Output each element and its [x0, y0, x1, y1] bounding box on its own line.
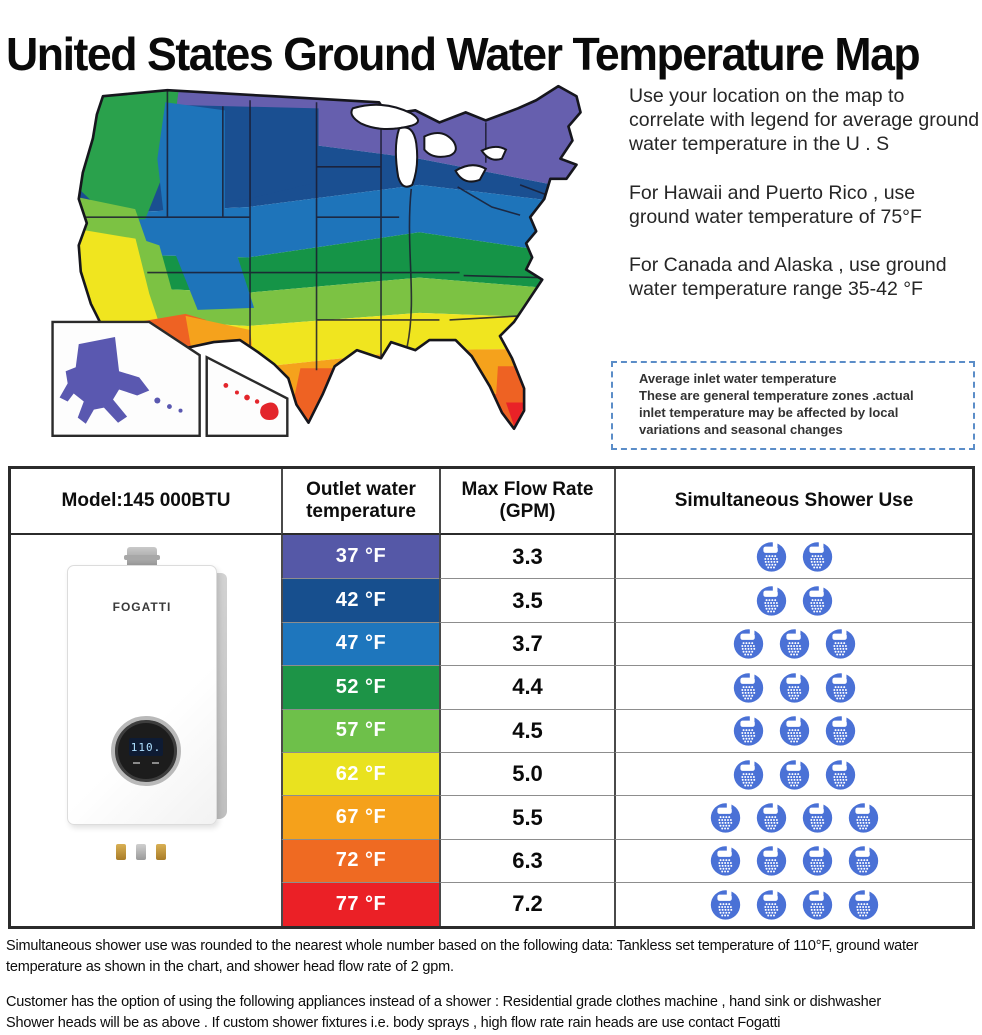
- temperature-cell: 72 °F: [281, 838, 439, 883]
- shower-icon: [733, 757, 763, 790]
- header-model: Model:145 000BTU: [11, 469, 281, 535]
- footnote-appliances: Customer has the option of using the fol…: [6, 993, 881, 1010]
- footnotes: Simultaneous shower use was rounded to t…: [6, 936, 978, 1035]
- hawaii-inset: [205, 355, 289, 437]
- shower-count-cell: [614, 838, 972, 883]
- heater-pipes: [116, 844, 166, 860]
- us-ground-water-temperature-map: [16, 66, 606, 464]
- shower-icon: [733, 627, 763, 660]
- flow-rate-cell: 4.5: [439, 708, 614, 752]
- shower-count-cell: [614, 795, 972, 839]
- flow-rate-cell: 6.3: [439, 838, 614, 883]
- alaska-inset: [51, 320, 201, 437]
- shower-count-cell: [614, 535, 972, 579]
- shower-icon: [756, 844, 786, 877]
- shower-icon: [779, 757, 809, 790]
- temperature-cell: 62 °F: [281, 751, 439, 796]
- flow-rate-cell: 3.3: [439, 535, 614, 579]
- shower-count-cell: [614, 882, 972, 926]
- shower-icon: [848, 844, 878, 877]
- great-lakes: [350, 103, 508, 188]
- flow-rate-cell: 5.0: [439, 751, 614, 796]
- us-map-svg: [51, 84, 582, 437]
- heater-lcd-value: 110.: [129, 738, 163, 756]
- temperature-cell: 52 °F: [281, 665, 439, 709]
- shower-icon: [756, 539, 786, 572]
- callout-body: These are general temperature zones .act…: [639, 387, 914, 437]
- shower-count-cell: [614, 708, 972, 752]
- shower-icon: [756, 583, 786, 616]
- shower-icon: [802, 800, 832, 833]
- temperature-cell: 57 °F: [281, 708, 439, 752]
- header-max-flow-rate: Max Flow Rate (GPM): [439, 469, 614, 535]
- shower-count-cell: [614, 578, 972, 622]
- inlet-temperature-callout: Average inlet water temperature These ar…: [611, 361, 975, 450]
- flow-rate-cell: 3.7: [439, 621, 614, 666]
- temperature-cell: 42 °F: [281, 578, 439, 622]
- shower-icon: [733, 670, 763, 703]
- shower-icon: [825, 713, 855, 746]
- flow-rate-cell: 7.2: [439, 882, 614, 926]
- footnote-rounding: Simultaneous shower use was rounded to t…: [6, 938, 919, 976]
- shower-icon: [825, 757, 855, 790]
- water-heater-image: FOGATTI 110.: [11, 535, 281, 926]
- shower-icon: [710, 887, 740, 920]
- heater-dial-buttons: [133, 762, 159, 764]
- temperature-cell: 37 °F: [281, 535, 439, 579]
- shower-icon: [779, 670, 809, 703]
- shower-icon: [825, 670, 855, 703]
- page-title: United States Ground Water Temperature M…: [6, 27, 921, 80]
- heater-body: FOGATTI 110.: [67, 565, 217, 860]
- note-hawaii-puerto-rico: For Hawaii and Puerto Rico , use ground …: [629, 181, 922, 228]
- alaska-shape: [59, 337, 150, 424]
- spec-table: Model:145 000BTU Outlet water temperatur…: [8, 466, 975, 929]
- heater-brand-label: FOGATTI: [112, 600, 172, 614]
- shower-icon: [802, 539, 832, 572]
- note-canada-alaska: For Canada and Alaska , use ground water…: [629, 253, 947, 301]
- shower-icon: [710, 800, 740, 833]
- header-simultaneous-shower-use: Simultaneous Shower Use: [614, 469, 972, 535]
- shower-icon: [779, 713, 809, 746]
- shower-icon: [779, 627, 809, 660]
- shower-icon: [848, 800, 878, 833]
- header-outlet-temperature: Outlet water temperature: [281, 469, 439, 535]
- temperature-cell: 67 °F: [281, 795, 439, 839]
- shower-icon: [802, 583, 832, 616]
- shower-count-cell: [614, 751, 972, 796]
- flow-rate-cell: 3.5: [439, 578, 614, 622]
- hawaii-big-island: [260, 402, 279, 421]
- shower-icon: [733, 713, 763, 746]
- heater-vent-pipe: [124, 547, 160, 569]
- temperature-cell: 77 °F: [281, 882, 439, 926]
- footnote-fixtures: Shower heads will be as above . If custo…: [6, 1015, 781, 1032]
- shower-icon: [825, 627, 855, 660]
- callout-title: Average inlet water temperature: [639, 371, 837, 386]
- shower-icon: [756, 800, 786, 833]
- heater-display-dial: 110.: [111, 716, 181, 786]
- shower-icon: [710, 844, 740, 877]
- shower-icon: [802, 887, 832, 920]
- shower-icon: [756, 887, 786, 920]
- shower-icon: [802, 844, 832, 877]
- shower-count-cell: [614, 665, 972, 709]
- note-location: Use your location on the map to correlat…: [629, 85, 980, 156]
- shower-count-cell: [614, 621, 972, 666]
- temperature-cell: 47 °F: [281, 621, 439, 666]
- map-instructions: Use your location on the map to correlat…: [629, 84, 981, 325]
- shower-icon: [848, 887, 878, 920]
- flow-rate-cell: 5.5: [439, 795, 614, 839]
- flow-rate-cell: 4.4: [439, 665, 614, 709]
